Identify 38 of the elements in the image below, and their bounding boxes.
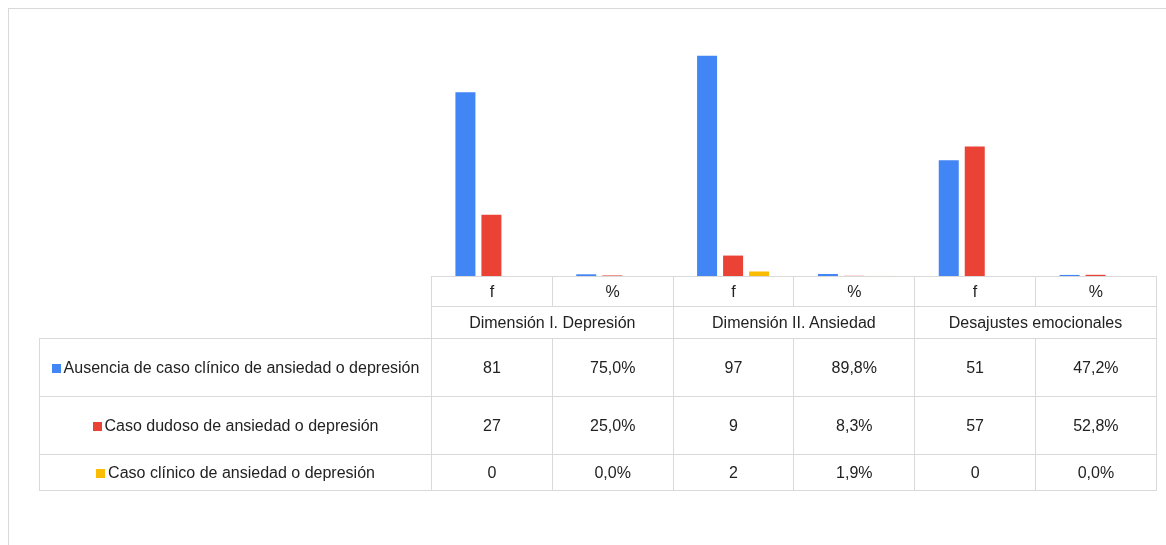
x-tick-label: f: [673, 276, 794, 307]
bar: [455, 92, 476, 276]
x-tick-label: %: [793, 276, 915, 307]
x-tick-label: f: [914, 276, 1036, 307]
data-label: 52,8%: [1035, 396, 1157, 455]
data-label: 57: [914, 396, 1036, 455]
legend-label: Caso clínico de ansiedad o depresión: [108, 464, 375, 481]
data-label: 0,0%: [552, 454, 674, 491]
legend-label: Ausencia de caso clínico de ansiedad o depresión: [63, 359, 420, 376]
legend-label: Caso dudoso de ansiedad o depresión: [104, 417, 379, 434]
data-label: 47,2%: [1035, 338, 1157, 397]
data-label: 1,9%: [793, 454, 915, 491]
bar: [697, 55, 718, 276]
x-tick-label: f: [431, 276, 553, 307]
text: Dimensión I. Depresión: [431, 306, 674, 339]
data-label: 51: [914, 338, 1036, 397]
data-label: 8,3%: [793, 396, 915, 455]
bar: [749, 271, 770, 276]
x-tick-label: %: [1035, 276, 1157, 307]
bar: [938, 160, 959, 276]
data-label: 27: [431, 396, 553, 455]
data-label: 97: [673, 338, 794, 397]
bar: [481, 214, 502, 276]
data-label: 75,0%: [552, 338, 674, 397]
data-label: 25,0%: [552, 396, 674, 455]
data-label: 9: [673, 396, 794, 455]
bar: [723, 255, 744, 276]
bar: [964, 146, 985, 276]
data-label: 89,8%: [793, 338, 915, 397]
text: Desajustes emocionales: [914, 306, 1157, 339]
x-tick-label: %: [552, 276, 674, 307]
data-label: 81: [431, 338, 553, 397]
data-label: 0,0%: [1035, 454, 1157, 491]
text: Dimensión II. Ansiedad: [673, 306, 915, 339]
data-label: 0: [431, 454, 553, 491]
bar: [817, 273, 838, 276]
data-label: 0: [914, 454, 1036, 491]
data-label: 2: [673, 454, 794, 491]
